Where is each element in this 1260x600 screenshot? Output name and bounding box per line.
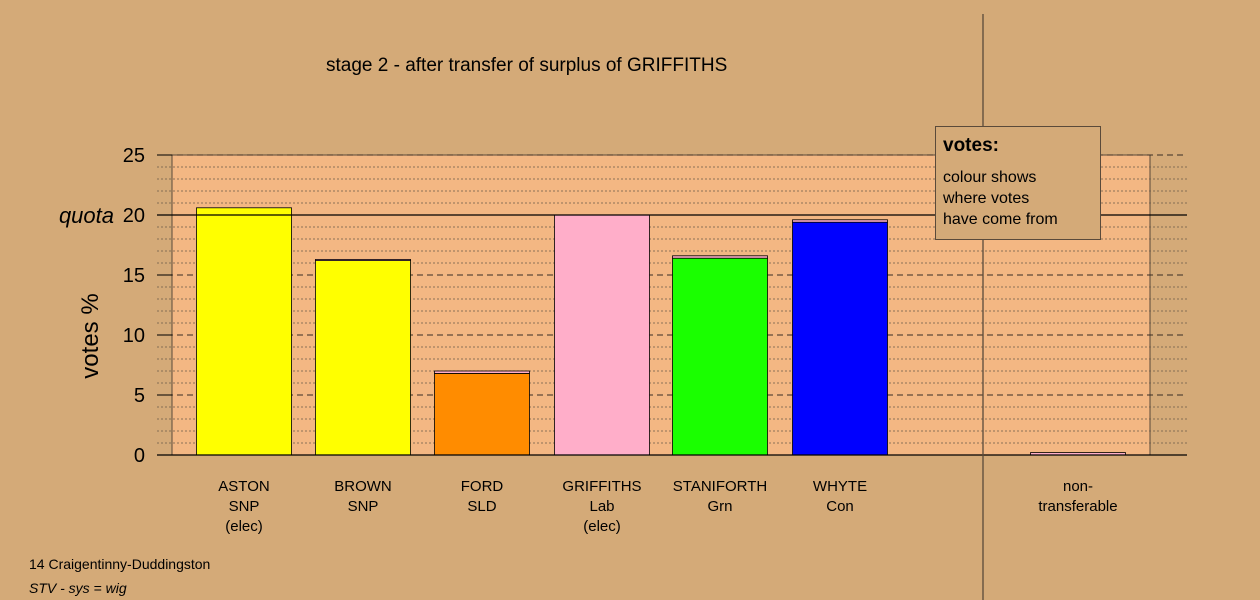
- legend-line: have come from: [943, 211, 1058, 228]
- category-label-line: ASTON: [218, 478, 270, 495]
- category-label-line: GRIFFITHS: [562, 478, 642, 495]
- quota-label: quota: [59, 203, 114, 228]
- system-label: STV - sys = wig: [29, 580, 127, 596]
- bar: [672, 257, 768, 456]
- bar: [434, 372, 530, 456]
- legend-line: where votes: [943, 190, 1030, 207]
- category-label: FORD SLD: [427, 477, 537, 517]
- legend-line: colour shows: [943, 169, 1037, 186]
- category-label: ASTON SNP (elec): [189, 477, 299, 537]
- category-label-line: BROWN: [334, 478, 392, 495]
- y-tick-label: 25: [123, 145, 145, 167]
- category-label-line: FORD: [460, 478, 504, 495]
- y-tick-label: 10: [123, 325, 145, 347]
- bar: [196, 207, 292, 456]
- bar-transfer-segment: [434, 370, 530, 374]
- bar: [792, 221, 888, 456]
- category-label-line: Con: [826, 498, 854, 515]
- category-label: non-transferable: [1023, 477, 1133, 517]
- category-label-line: (elec): [583, 518, 621, 535]
- y-tick-label: 5: [134, 385, 145, 407]
- bar-transfer-segment: [792, 219, 888, 223]
- category-label: GRIFFITHS Lab (elec): [547, 477, 657, 537]
- bar: [554, 214, 650, 456]
- category-label-line: STANIFORTH: [672, 478, 768, 495]
- category-label-line: WHYTE: [812, 478, 868, 495]
- category-label-line: SNP: [347, 498, 379, 515]
- chart-title: stage 2 - after transfer of surplus of G…: [326, 55, 728, 76]
- y-tick-label: 15: [123, 265, 145, 287]
- y-axis-label: votes %: [77, 293, 104, 378]
- legend-title: votes:: [943, 135, 999, 156]
- legend-box: votes: colour shows where votes have com…: [935, 126, 1101, 240]
- bar: [315, 260, 411, 456]
- bar-transfer-segment: [315, 258, 411, 261]
- category-label-line: (elec): [225, 518, 263, 535]
- category-label: STANIFORTH Grn: [665, 477, 775, 517]
- category-label-line: SNP: [228, 498, 260, 515]
- category-label-line: non-: [1062, 478, 1094, 495]
- category-label-line: Lab: [589, 498, 615, 515]
- y-tick-label: 0: [134, 445, 145, 467]
- category-label: WHYTE Con: [785, 477, 895, 517]
- category-label: BROWN SNP: [308, 477, 418, 517]
- category-label-line: Grn: [707, 498, 733, 515]
- category-label-line: transferable: [1038, 498, 1118, 515]
- constituency-label: 14 Craigentinny-Duddingston: [29, 556, 211, 572]
- y-tick-label: 20: [123, 205, 145, 227]
- bar-transfer-segment: [672, 255, 768, 259]
- category-label-line: SLD: [467, 498, 497, 515]
